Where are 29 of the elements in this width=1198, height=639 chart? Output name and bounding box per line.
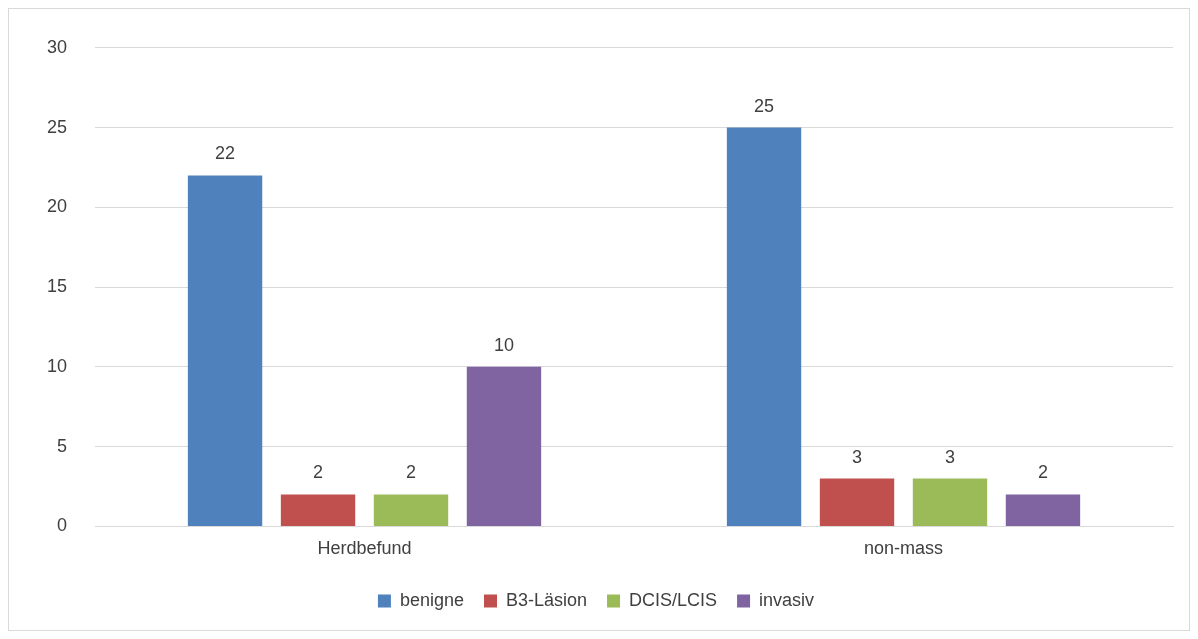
y-tick-label: 10 — [46, 355, 68, 376]
data-label: 3 — [944, 446, 955, 467]
bar — [912, 478, 988, 526]
bar — [726, 127, 802, 526]
bar — [187, 175, 263, 526]
bar — [1005, 494, 1081, 526]
legend-label: DCIS/LCIS — [629, 589, 718, 610]
x-tick-label: Herdbefund — [317, 538, 412, 559]
y-tick-label: 30 — [46, 36, 68, 57]
data-label: 10 — [493, 334, 514, 355]
y-tick-label: 25 — [46, 116, 68, 137]
legend-label: invasiv — [759, 589, 815, 610]
bar — [280, 494, 356, 526]
y-tick-label: 20 — [46, 196, 68, 217]
x-tick-label: non-mass — [863, 538, 944, 559]
y-tick-label: 0 — [57, 515, 68, 536]
legend-label: B3-Läsion — [505, 589, 588, 610]
data-label: 2 — [1037, 462, 1048, 483]
bar — [466, 366, 542, 526]
legend-label: benigne — [399, 589, 464, 610]
data-label: 22 — [215, 143, 236, 164]
data-label: 25 — [754, 95, 775, 116]
data-label: 2 — [406, 462, 417, 483]
bar — [373, 494, 449, 526]
data-label: 2 — [313, 462, 324, 483]
data-label: 3 — [852, 446, 863, 467]
y-tick-label: 5 — [57, 435, 68, 456]
y-tick-label: 15 — [46, 276, 68, 297]
bar — [819, 478, 895, 526]
